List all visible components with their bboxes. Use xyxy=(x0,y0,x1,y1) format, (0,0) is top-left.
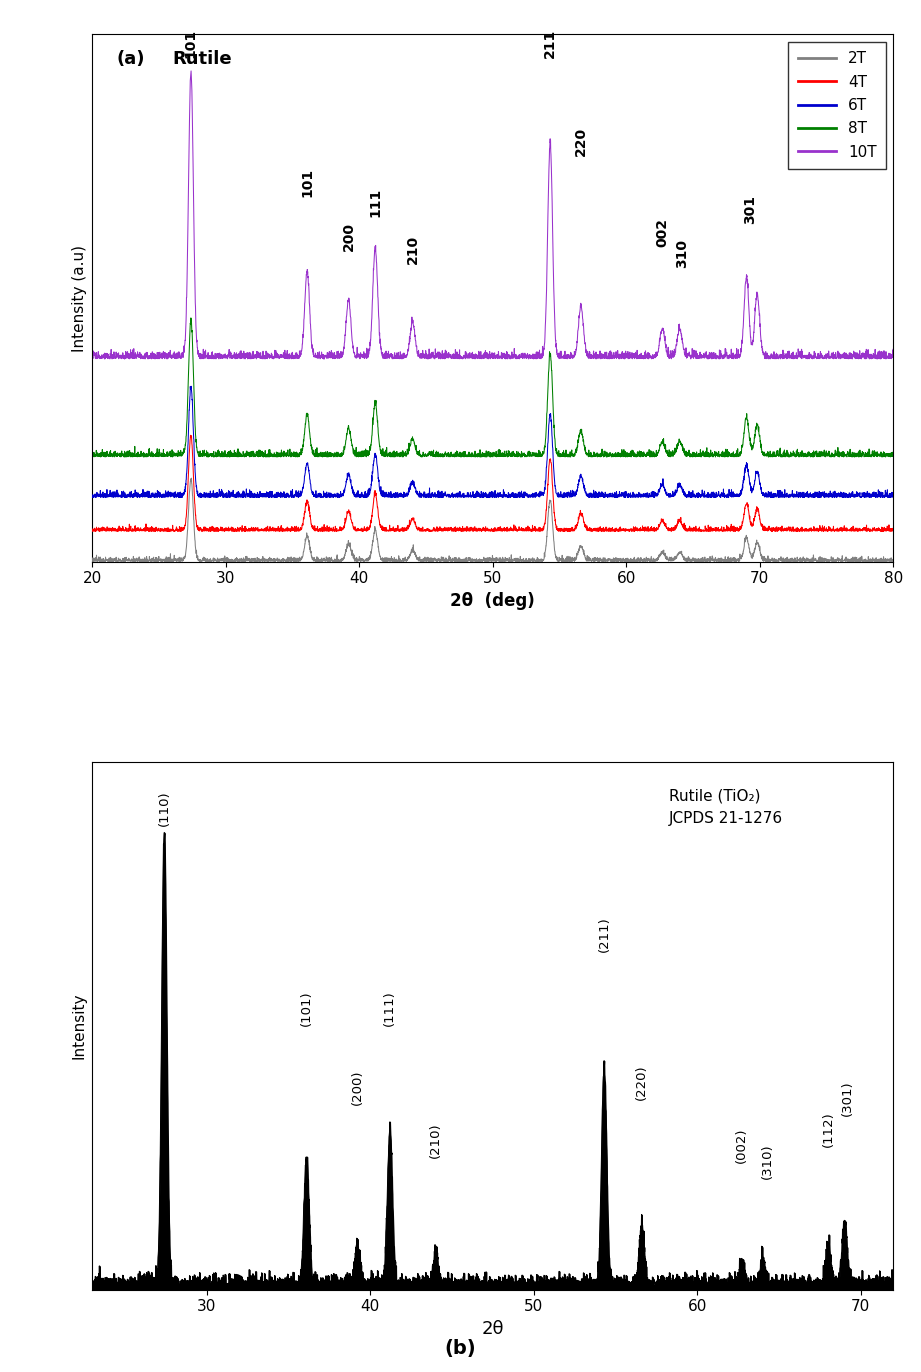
Text: 301: 301 xyxy=(743,195,757,224)
Text: (211): (211) xyxy=(598,916,611,952)
Text: 200: 200 xyxy=(342,222,356,251)
Text: (301): (301) xyxy=(841,1080,854,1115)
Text: 211: 211 xyxy=(543,29,557,58)
X-axis label: 2θ: 2θ xyxy=(482,1320,504,1338)
Y-axis label: Intensity: Intensity xyxy=(72,993,87,1059)
Text: (101): (101) xyxy=(300,991,313,1026)
Text: (111): (111) xyxy=(383,991,396,1026)
Legend: 2T, 4T, 6T, 8T, 10T: 2T, 4T, 6T, 8T, 10T xyxy=(788,43,886,169)
Text: 101: 101 xyxy=(184,29,198,58)
Text: 002: 002 xyxy=(656,218,670,247)
Text: (112): (112) xyxy=(822,1111,834,1147)
Text: 310: 310 xyxy=(675,239,690,268)
Text: Rutile: Rutile xyxy=(172,51,232,69)
X-axis label: 2θ  (deg): 2θ (deg) xyxy=(450,593,535,611)
Text: (210): (210) xyxy=(429,1122,442,1158)
Text: (a): (a) xyxy=(116,51,145,69)
Y-axis label: Intensity (a.u): Intensity (a.u) xyxy=(72,244,87,351)
Text: 210: 210 xyxy=(405,235,420,265)
Text: (002): (002) xyxy=(735,1128,748,1163)
Text: 111: 111 xyxy=(368,188,382,217)
Text: (b): (b) xyxy=(445,1339,476,1358)
Text: 220: 220 xyxy=(574,126,588,156)
Text: (200): (200) xyxy=(351,1070,364,1104)
Text: (110): (110) xyxy=(157,790,170,826)
Text: (220): (220) xyxy=(635,1065,648,1100)
Text: 101: 101 xyxy=(300,167,314,196)
Text: (310): (310) xyxy=(761,1143,774,1179)
Text: Rutile (TiO₂)
JCPDS 21-1276: Rutile (TiO₂) JCPDS 21-1276 xyxy=(669,789,783,826)
